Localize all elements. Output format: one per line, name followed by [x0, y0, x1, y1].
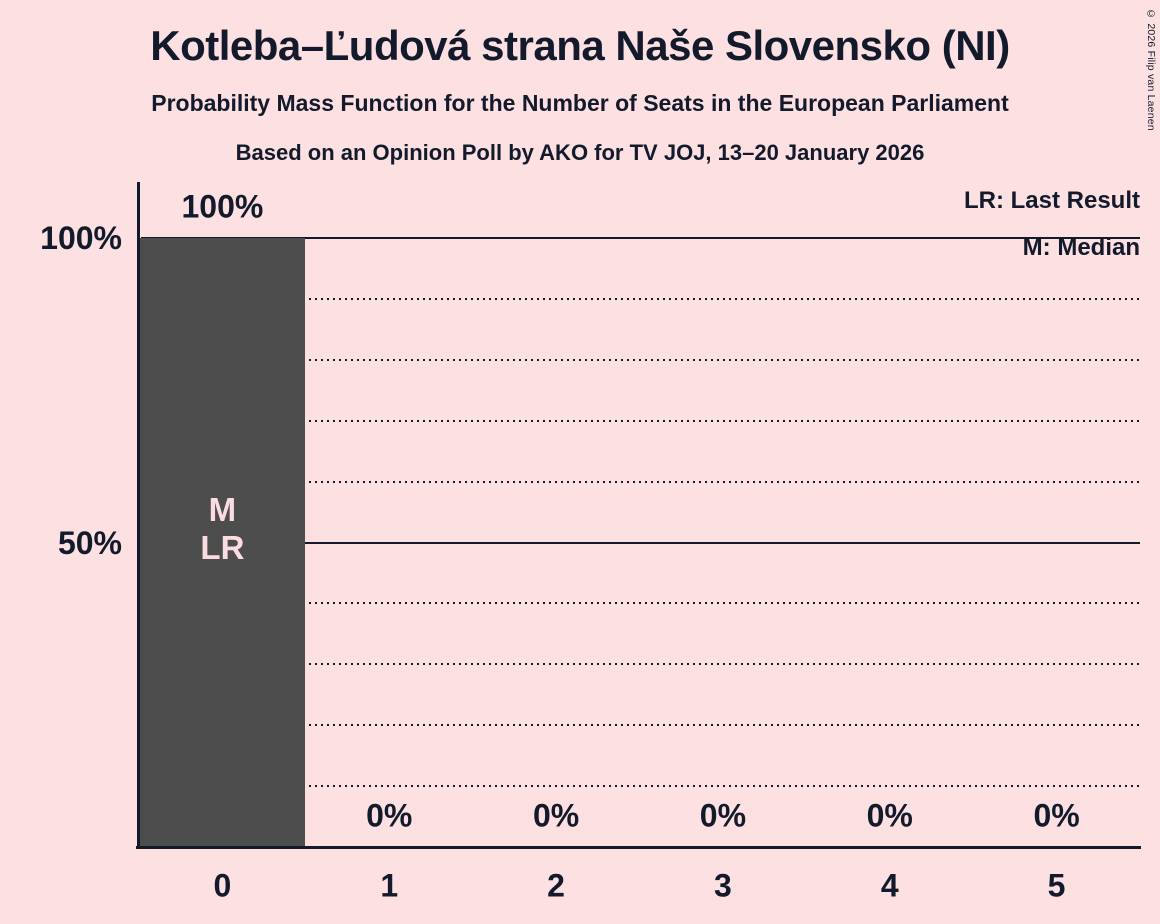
- bar-annotation-line: LR: [200, 529, 245, 567]
- gridline-dotted-90: [141, 297, 1140, 300]
- x-tick-label-4: 4: [880, 867, 899, 904]
- chart-poll-source: Based on an Opinion Poll by AKO for TV J…: [235, 140, 925, 165]
- bar-seats-0: [140, 238, 305, 847]
- gridline-dotted-10: [141, 785, 1140, 788]
- x-tick-label-0: 0: [213, 867, 232, 904]
- chart-title: Kotleba–Ľudová strana Naše Slovensko (NI…: [150, 22, 1010, 69]
- value-label-seats-1: 0%: [366, 797, 413, 834]
- legend-last-result: LR: Last Result: [963, 187, 1140, 214]
- y-axis-line: [137, 182, 140, 849]
- value-label-seats-4: 0%: [866, 797, 913, 834]
- gridline-dotted-60: [141, 480, 1140, 483]
- y-tick-label-50: 50%: [57, 524, 122, 561]
- gridline-dotted-20: [141, 724, 1140, 727]
- x-tick-label-5: 5: [1047, 867, 1066, 904]
- bar-annotation-seats-0: M LR: [200, 491, 244, 567]
- x-tick-label-2: 2: [547, 867, 565, 904]
- value-label-seats-5: 0%: [1033, 797, 1080, 834]
- value-label-seats-3: 0%: [699, 797, 747, 834]
- bar-annotation-line: M: [208, 491, 237, 529]
- gridline-solid-100: [141, 237, 1140, 239]
- copyright-notice: © 2026 Filip van Laenen: [1145, 8, 1157, 131]
- value-label-seats-2: 0%: [532, 797, 580, 834]
- gridline-dotted-30: [141, 663, 1140, 666]
- chart-subtitle: Probability Mass Function for the Number…: [151, 90, 1009, 116]
- x-tick-label-3: 3: [714, 867, 732, 904]
- y-tick-label-100: 100%: [40, 220, 122, 256]
- gridline-dotted-40: [141, 602, 1140, 605]
- gridline-dotted-70: [141, 419, 1140, 422]
- gridline-dotted-80: [141, 358, 1140, 361]
- legend-median: M: Median: [1022, 234, 1140, 261]
- gridline-solid-50: [141, 541, 1140, 544]
- x-axis-line: [136, 846, 1141, 849]
- x-tick-label-1: 1: [380, 867, 399, 904]
- value-label-seats-0: 100%: [181, 188, 264, 225]
